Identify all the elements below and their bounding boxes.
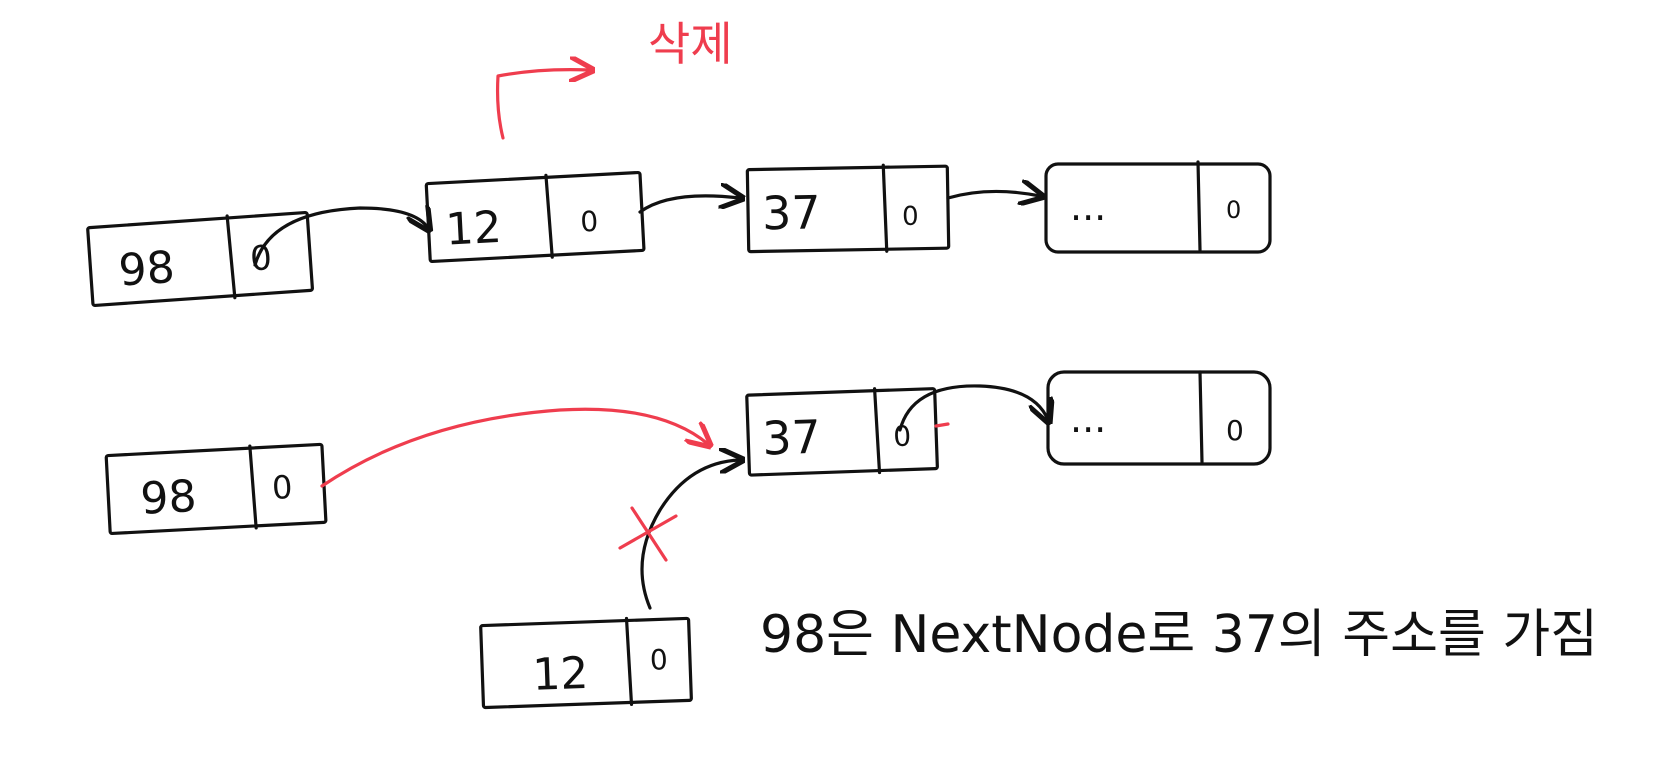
row2-node-37-value: 37 <box>761 410 821 466</box>
delete-annotation: 삭제 <box>495 17 733 140</box>
row1-node-12-next: 0 <box>580 205 600 239</box>
row1-node-98-value: 98 <box>117 242 176 297</box>
row2-node-ellipsis-next: 0 <box>1226 414 1244 447</box>
cross-mark-icon <box>618 506 678 562</box>
row1-node-ellipsis-next: 0 <box>1226 196 1241 224</box>
row2-removed-node-12-value: 12 <box>532 648 590 701</box>
row1-link-98-to-12 <box>253 208 428 267</box>
row2-node-ellipsis-value: ... <box>1070 397 1106 441</box>
row2-old-link-12-to-37 <box>640 460 740 610</box>
caption: 98은 NextNode로 37의 주소를 가짐 <box>760 605 1598 665</box>
row1-node-37-value: 37 <box>762 185 821 240</box>
row1-node-12: 12 0 <box>424 170 646 264</box>
delete-label: 삭제 <box>648 17 733 71</box>
row2-node-98-value: 98 <box>139 471 198 525</box>
row1-node-12-value: 12 <box>444 202 503 256</box>
row2-link-37-to-end <box>898 384 1048 432</box>
row2-node-ellipsis: ... 0 <box>1046 370 1272 466</box>
row2-node-98: 98 0 <box>104 442 328 536</box>
row2-node-37: 37 0 <box>745 387 939 477</box>
row1-node-ellipsis: ... 0 <box>1044 160 1272 254</box>
row2-link-98-to-37-new <box>320 407 708 488</box>
row2-list: 98 0 37 0 ... 0 12 0 <box>104 370 1272 710</box>
row1-link-12-to-37 <box>638 196 740 214</box>
row2-node-98-next: 0 <box>271 468 293 507</box>
row2-removed-node-12: 12 0 <box>479 616 693 710</box>
row2-red-tick <box>934 422 950 428</box>
row1-node-37-next: 0 <box>902 202 919 232</box>
delete-bracket-arrow <box>495 70 590 140</box>
row1-node-98-next: 0 <box>249 238 273 279</box>
row2-removed-node-12-next: 0 <box>649 643 668 677</box>
row1-link-37-to-end <box>946 191 1040 198</box>
row1-list: 98 0 12 0 37 0 ... 0 <box>86 160 1272 308</box>
row1-node-98: 98 0 <box>86 210 314 308</box>
row1-node-ellipsis-value: ... <box>1070 185 1106 229</box>
row1-node-37: 37 0 <box>745 163 951 254</box>
row2-node-37-next: 0 <box>893 419 912 453</box>
